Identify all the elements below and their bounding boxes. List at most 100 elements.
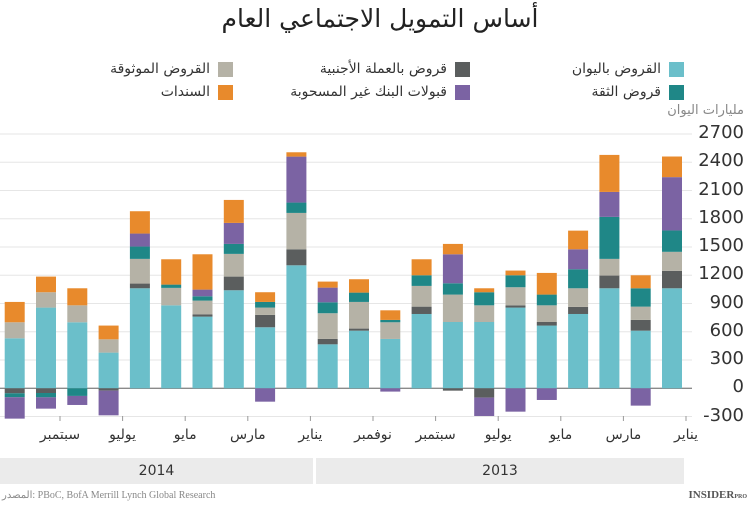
bar-segment <box>67 322 88 389</box>
bar-segment <box>36 393 56 398</box>
bar-segment <box>599 275 620 289</box>
bar-segment <box>411 275 432 286</box>
bar-segment <box>317 313 338 339</box>
bar-segment <box>380 310 401 320</box>
legend-item-bank-acceptances: قبولات البنك غير المسحوبة <box>290 84 470 100</box>
chart-title: أساس التمويل الاجتماعي العام <box>221 4 539 33</box>
bar-segment <box>474 321 495 389</box>
bar-segment <box>67 288 88 306</box>
bar-segment <box>599 216 620 259</box>
bar-segment <box>599 191 620 217</box>
legend-item-trust-loans: قروض الثقة <box>591 84 684 100</box>
bar-segment <box>4 393 25 398</box>
y-tick-label: 2100 <box>698 178 744 200</box>
bar-segment <box>36 292 56 308</box>
bar-segment <box>36 276 56 293</box>
source-note: المصدر: PBoC, BofA Merrill Lynch Global … <box>2 490 216 501</box>
y-tick-label: -300 <box>703 404 744 426</box>
bar-segment <box>192 254 213 290</box>
x-tick-label: يوليو <box>484 427 512 443</box>
bar-segment <box>442 243 463 255</box>
legend-swatch <box>218 84 233 100</box>
bar-segment <box>286 249 307 266</box>
bar-segment <box>662 251 682 271</box>
legend-item-entrusted-loans: القروض الموثوقة <box>110 61 233 77</box>
bar-segment <box>474 305 495 322</box>
bar-segment <box>98 352 119 389</box>
y-tick-label: 2700 <box>698 122 744 143</box>
x-tick-label: مايو <box>173 427 197 443</box>
x-tick-label: مارس <box>229 427 266 443</box>
bar-segment <box>67 395 88 405</box>
x-tick-label: مايو <box>549 427 573 443</box>
bar-segment <box>255 314 276 328</box>
bar-segment <box>568 306 589 314</box>
bar-segment <box>599 154 620 192</box>
bar-segment <box>411 313 432 389</box>
x-tick-label: مارس <box>605 427 642 443</box>
bar-segment <box>662 288 682 389</box>
bar-segment <box>192 296 213 301</box>
bar-segment <box>4 388 25 394</box>
bar-segment <box>349 301 369 329</box>
bar-segment <box>630 275 651 289</box>
bar-segment <box>192 289 213 297</box>
bar-segment <box>411 285 432 307</box>
y-tick-label: 1500 <box>698 235 744 257</box>
bar-segment <box>98 390 119 416</box>
bar-segment <box>129 258 150 284</box>
bar-segment <box>442 388 463 391</box>
bar-segment <box>568 249 589 270</box>
bar-segment <box>4 322 25 339</box>
bar-segment <box>380 322 401 339</box>
legend-swatch <box>455 61 470 77</box>
bar-segment <box>505 270 526 276</box>
bar-segment <box>286 152 307 157</box>
legend-label: قروض بالعملة الأجنبية <box>319 61 447 77</box>
bar-segment <box>98 388 119 391</box>
y-tick-label: 1800 <box>698 206 744 228</box>
bar-segment <box>474 288 495 293</box>
bar-segment <box>317 338 338 345</box>
x-tick-label: نوفمبر <box>354 427 392 443</box>
y-tick-label: 600 <box>709 319 744 341</box>
bar-segment <box>599 258 620 276</box>
x-tick-label: سبتمبر <box>415 427 456 443</box>
bar-segment <box>662 270 682 289</box>
bar-segment <box>630 288 651 307</box>
bar-segment <box>474 292 495 306</box>
y-tick-label: 2400 <box>698 150 744 172</box>
bar-segment <box>129 283 150 289</box>
bar-segment <box>349 279 369 293</box>
bar-segment <box>536 388 557 400</box>
bar-segment <box>536 325 557 389</box>
bar-segment <box>630 388 651 406</box>
bar-segment <box>505 307 526 389</box>
bar-segment <box>36 397 56 409</box>
legend-label: قروض الثقة <box>591 84 661 100</box>
bar-segment <box>630 306 651 320</box>
bar-segment <box>67 388 88 396</box>
bar-segment <box>255 292 276 302</box>
bar-segment <box>286 156 307 203</box>
legend-item-fx-loans: قروض بالعملة الأجنبية <box>320 61 470 77</box>
bar-segment <box>255 327 276 389</box>
bar-segment <box>223 199 244 223</box>
bar-segment <box>192 316 213 389</box>
bar-segment <box>536 272 557 295</box>
legend-swatch <box>669 61 684 77</box>
brand-tag: PRO <box>734 494 747 500</box>
bar-segment <box>630 319 651 331</box>
bar-segment <box>161 284 182 288</box>
x-tick-label: سبتمبر <box>39 427 81 443</box>
y-tick-label: 900 <box>709 291 744 313</box>
y-axis-unit-label: مليارات اليوان <box>667 103 744 118</box>
bar-segment <box>4 301 25 323</box>
bar-segment <box>662 230 682 252</box>
bar-segment <box>568 230 589 250</box>
bar-segment <box>317 344 338 389</box>
bar-segment <box>223 243 244 254</box>
legend-label: قبولات البنك غير المسحوبة <box>290 84 447 100</box>
bar-segment <box>380 388 401 392</box>
bar-segment <box>505 287 526 306</box>
